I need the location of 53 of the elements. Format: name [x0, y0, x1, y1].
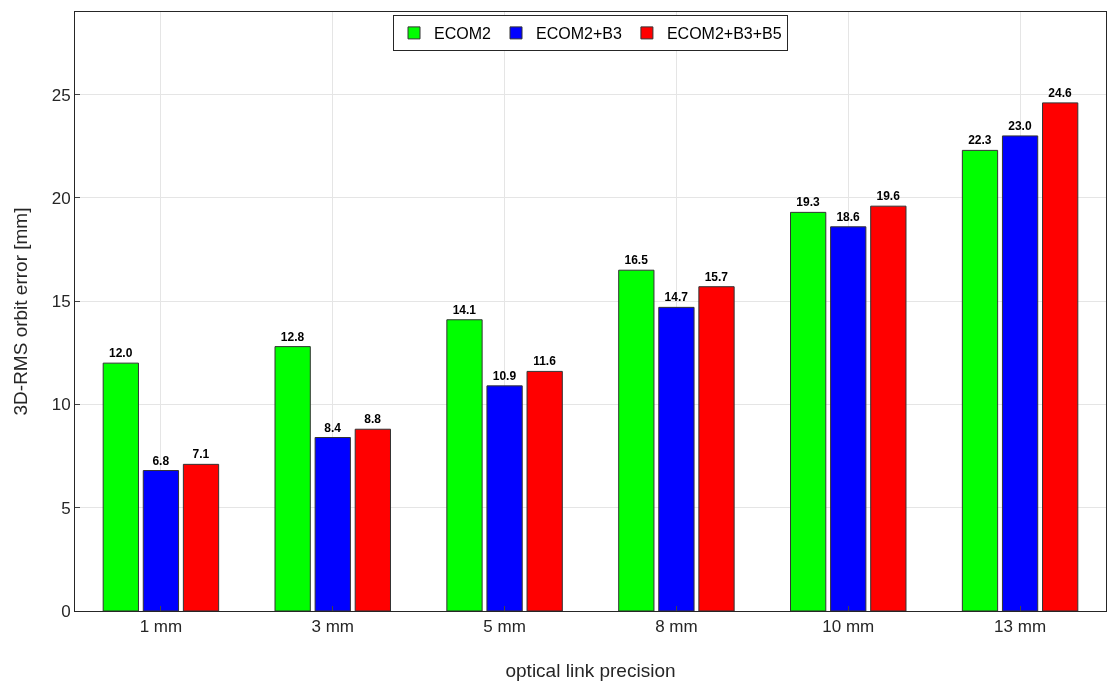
bar: [658, 306, 695, 611]
data-label: 14.1: [452, 302, 477, 317]
data-label: 8.4: [324, 420, 342, 435]
data-label: 19.3: [796, 195, 820, 210]
data-label: 15.7: [704, 269, 729, 284]
data-label: 6.8: [152, 453, 170, 468]
legend-label: ECOM2+B3: [536, 25, 622, 43]
data-label: 22.3: [968, 133, 992, 148]
x-tick-label: 8 mm: [655, 617, 698, 637]
bar: [1001, 135, 1039, 611]
legend-label: ECOM2: [434, 25, 491, 43]
x-tick-label: 3 mm: [311, 617, 354, 637]
bar: [618, 269, 655, 611]
bar: [446, 319, 483, 611]
data-label: 18.6: [836, 209, 861, 224]
data-label: 19.6: [876, 189, 901, 204]
y-tick-label: 25: [51, 85, 71, 105]
data-label: 12.0: [108, 346, 133, 361]
bar: [790, 211, 827, 611]
bar: [182, 463, 220, 611]
y-tick-label: 20: [51, 188, 71, 208]
data-label: 11.6: [533, 354, 557, 369]
data-label: 14.7: [664, 290, 689, 305]
bar: [354, 428, 391, 611]
x-tick-label: 13 mm: [994, 617, 1047, 637]
bar: [314, 437, 351, 611]
data-label: 23.0: [1008, 118, 1032, 133]
bar: [961, 149, 999, 611]
bar: [870, 205, 907, 611]
bar: [142, 470, 180, 611]
legend-label: ECOM2+B3+B5: [666, 25, 782, 43]
y-tick-label: 5: [61, 498, 71, 518]
y-tick-label: 15: [51, 292, 71, 312]
bar: [1042, 102, 1079, 611]
y-tick-label: 10: [51, 395, 71, 415]
bar: [102, 362, 139, 611]
y-axis-title: 3D-RMS orbit error [mm]: [10, 207, 31, 416]
y-tick-label: 0: [61, 601, 71, 621]
bar: [486, 385, 523, 611]
data-label: 12.8: [280, 329, 305, 344]
bar: [830, 226, 867, 611]
x-tick-label: 1 mm: [139, 617, 183, 637]
data-label: 7.1: [192, 447, 210, 462]
data-label: 24.6: [1048, 85, 1073, 100]
x-axis-title: optical link precision: [505, 660, 676, 681]
bar: [698, 286, 735, 611]
x-tick-label: 5 mm: [483, 617, 526, 637]
data-label: 10.9: [492, 368, 517, 383]
data-label: 16.5: [624, 253, 649, 268]
x-tick-label: 10 mm: [822, 617, 875, 637]
data-label: 8.8: [364, 412, 382, 427]
bar: [274, 346, 311, 611]
bar: [526, 370, 563, 611]
